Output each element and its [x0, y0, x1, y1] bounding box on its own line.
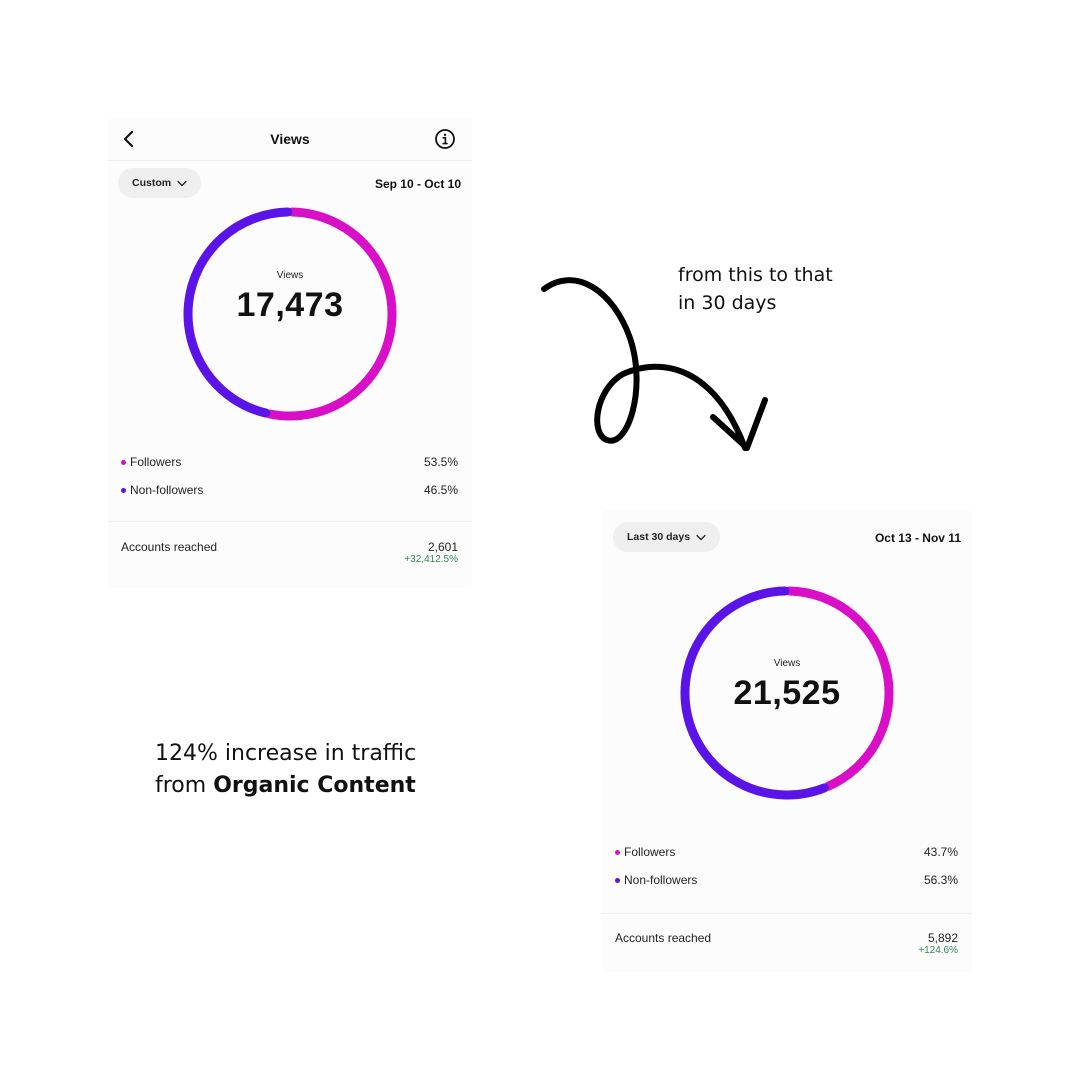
annotation-line-2: in 30 days — [678, 292, 777, 314]
date-range-dropdown[interactable]: Last 30 days — [613, 522, 721, 552]
views-total: 21,525 — [733, 674, 841, 712]
headline-bold: Organic Content — [213, 773, 416, 798]
legend-followers: Followers 43.7% — [615, 843, 958, 861]
info-button[interactable] — [434, 128, 456, 150]
chevron-down-icon — [696, 534, 706, 540]
headline-prefix: from — [155, 773, 214, 798]
donut-label: Views — [276, 270, 304, 281]
headline-line-1: 124% increase in traffic — [155, 741, 417, 766]
legend-non-followers: Non-followers 56.3% — [615, 871, 958, 889]
legend-followers: Followers 53.5% — [121, 453, 458, 471]
followers-arc — [784, 586, 894, 791]
legend-label: Non-followers — [130, 483, 204, 497]
curved-arrow-icon — [541, 277, 768, 451]
followers-dot — [615, 849, 620, 855]
views-donut-chart: Views 21,525 — [677, 583, 897, 803]
divider — [602, 913, 972, 914]
legend-value: 53.5% — [423, 455, 458, 469]
chevron-down-icon — [177, 180, 187, 186]
date-range-text: Oct 13 - Nov 11 — [874, 531, 961, 545]
headline-line-2: from Organic Content — [155, 770, 416, 802]
accounts-reached-value: 5,892 — [927, 931, 958, 945]
views-card-before: Views Custom Sep 10 - Oct 10 Views 17,47… — [108, 118, 472, 588]
legend-label: Non-followers — [624, 873, 698, 887]
legend-value: 56.3% — [923, 873, 958, 887]
views-total: 17,473 — [236, 286, 344, 324]
followers-arc — [265, 207, 397, 421]
annotation-line-1: from this to that — [678, 264, 833, 286]
accounts-reached-change: +124.6% — [918, 945, 958, 956]
legend-value: 46.5% — [423, 483, 458, 497]
followers-dot — [121, 459, 126, 465]
non-followers-dot — [615, 877, 620, 883]
date-range-dropdown-label: Last 30 days — [627, 531, 691, 543]
non-followers-arc — [183, 207, 293, 418]
back-button[interactable] — [118, 128, 140, 150]
date-range-text: Sep 10 - Oct 10 — [374, 177, 461, 191]
divider — [108, 521, 472, 522]
annotation-text: from this to that in 30 days — [678, 261, 833, 317]
non-followers-dot — [121, 487, 126, 493]
info-icon — [435, 129, 455, 149]
views-card-after: Last 30 days Oct 13 - Nov 11 Views 21,52… — [602, 510, 972, 972]
donut-label: Views — [773, 658, 801, 669]
views-donut-chart: Views 17,473 — [180, 204, 400, 424]
accounts-reached-row[interactable]: Accounts reached 5,892 +124.6% — [615, 931, 958, 961]
page-title: Views — [270, 131, 310, 147]
accounts-reached-label: Accounts reached — [121, 540, 218, 554]
accounts-reached-change: +32,412.5% — [404, 554, 458, 565]
legend-value: 43.7% — [923, 845, 958, 859]
date-range-dropdown-label: Custom — [132, 177, 172, 189]
non-followers-arc — [680, 586, 829, 800]
legend-non-followers: Non-followers 46.5% — [121, 481, 458, 499]
chevron-left-icon — [123, 130, 134, 148]
accounts-reached-row[interactable]: Accounts reached 2,601 +32,412.5% — [121, 540, 458, 570]
accounts-reached-label: Accounts reached — [615, 931, 712, 945]
legend-label: Followers — [624, 845, 676, 859]
accounts-reached-value: 2,601 — [427, 540, 458, 554]
views-header: Views — [108, 118, 472, 161]
headline: 124% increase in traffic from Organic Co… — [155, 738, 416, 802]
legend-label: Followers — [130, 455, 182, 469]
date-range-dropdown[interactable]: Custom — [118, 168, 202, 198]
